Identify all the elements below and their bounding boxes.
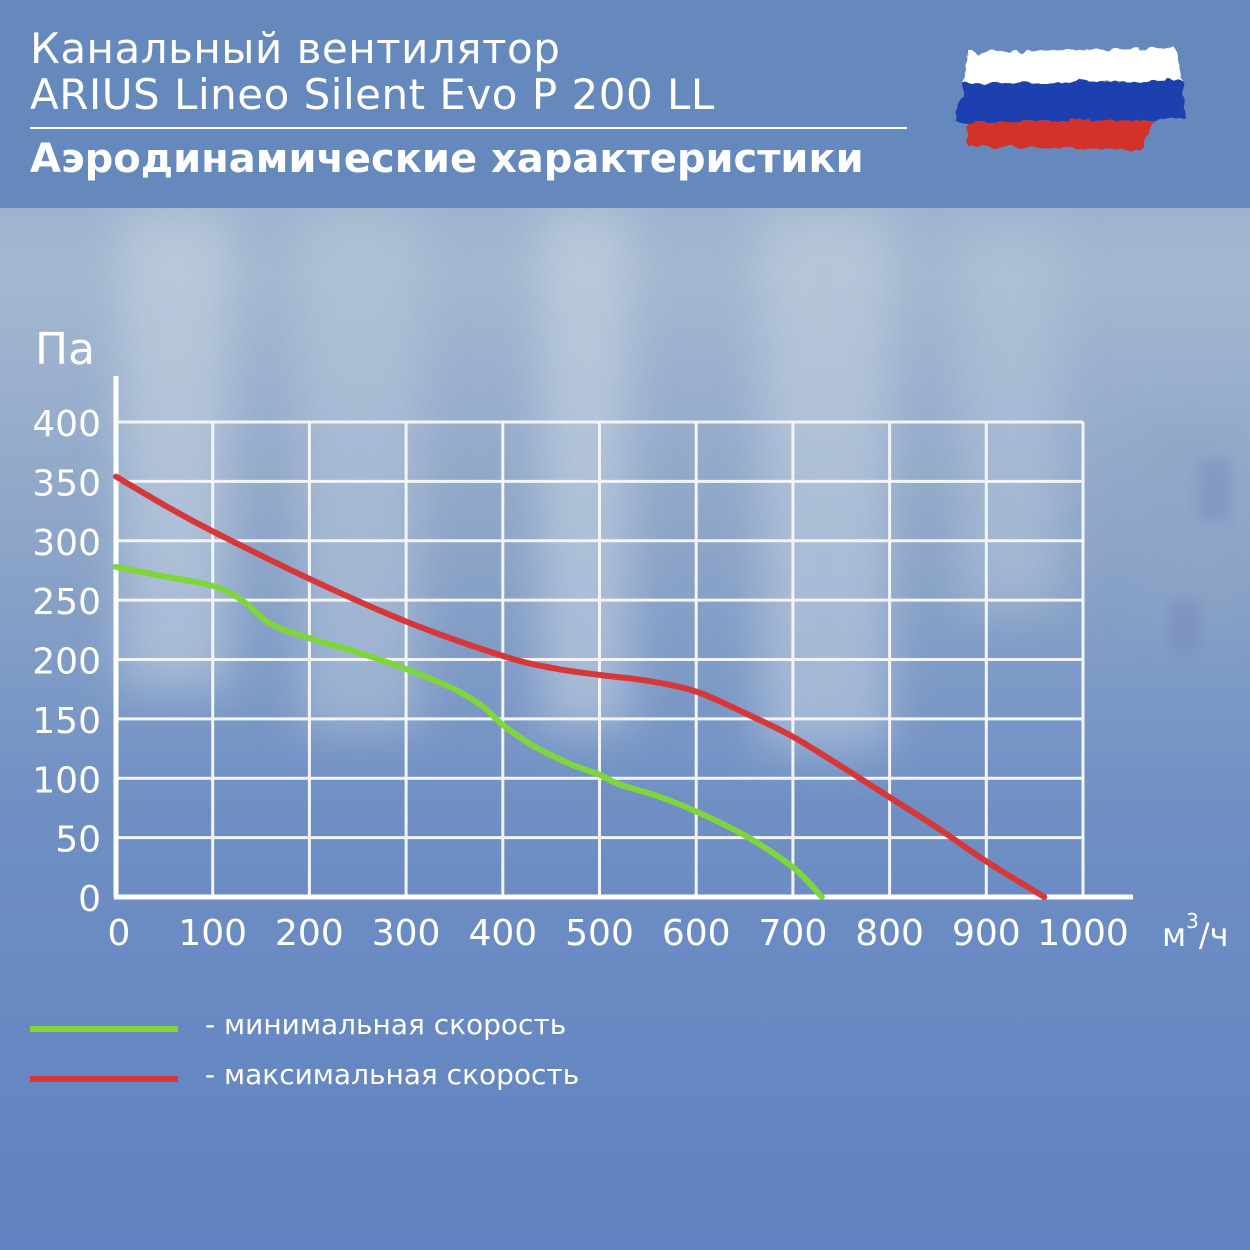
x-tick-label: 0 <box>108 913 131 954</box>
y-tick-label: 150 <box>32 701 101 742</box>
y-tick-label: 250 <box>32 582 101 623</box>
x-axis-label-tail: /ч <box>1199 916 1229 954</box>
series-line-min-speed <box>113 563 825 900</box>
x-axis-label-sup: 3 <box>1186 909 1199 933</box>
x-axis-label-base: м <box>1162 916 1186 954</box>
flag-white-stripe <box>964 48 1182 84</box>
y-tick-label: 100 <box>32 760 101 801</box>
x-tick-label: 600 <box>662 913 731 954</box>
chart-axes <box>113 376 1133 900</box>
product-type-title: Канальный вентилятор <box>30 24 561 73</box>
product-model-title: ARIUS Lineo Silent Evo P 200 LL <box>30 70 715 119</box>
x-tick-label: 500 <box>565 913 634 954</box>
y-tick-label: 400 <box>32 404 101 445</box>
legend-swatch-max <box>30 1076 178 1082</box>
x-tick-label: 400 <box>468 913 537 954</box>
legend-label-min: - минимальная скорость <box>205 1008 567 1041</box>
x-tick-label: 700 <box>759 913 828 954</box>
y-axis-label: Па <box>35 324 95 375</box>
chart-tick-labels: 0 100 200 300 400 500 600 700 800 900 1000 0 50 100 15… <box>32 404 1129 954</box>
x-tick-label: 300 <box>372 913 441 954</box>
legend-label-max: - максимальная скорость <box>205 1058 580 1091</box>
x-tick-label: 900 <box>952 913 1021 954</box>
russian-flag-icon <box>956 48 1186 150</box>
flag-red-stripe <box>966 120 1155 150</box>
flag-blue-stripe <box>956 80 1186 122</box>
x-tick-label: 1000 <box>1037 913 1129 954</box>
header-divider <box>30 127 907 129</box>
chart-grid <box>116 420 1085 897</box>
section-subtitle: Аэродинамические характеристики <box>30 136 864 182</box>
chart-series <box>113 473 1048 900</box>
y-tick-label: 50 <box>55 820 101 861</box>
x-tick-label: 200 <box>275 913 344 954</box>
x-tick-label: 800 <box>855 913 924 954</box>
y-tick-label: 350 <box>32 463 101 504</box>
y-tick-label: 300 <box>32 523 101 564</box>
y-tick-label: 200 <box>32 642 101 683</box>
x-axis-label: м3/ч <box>1162 909 1229 954</box>
x-tick-label: 100 <box>178 913 247 954</box>
y-tick-label: 0 <box>78 879 101 920</box>
series-line-max-speed <box>113 473 1048 900</box>
legend-swatch-min <box>30 1026 178 1032</box>
